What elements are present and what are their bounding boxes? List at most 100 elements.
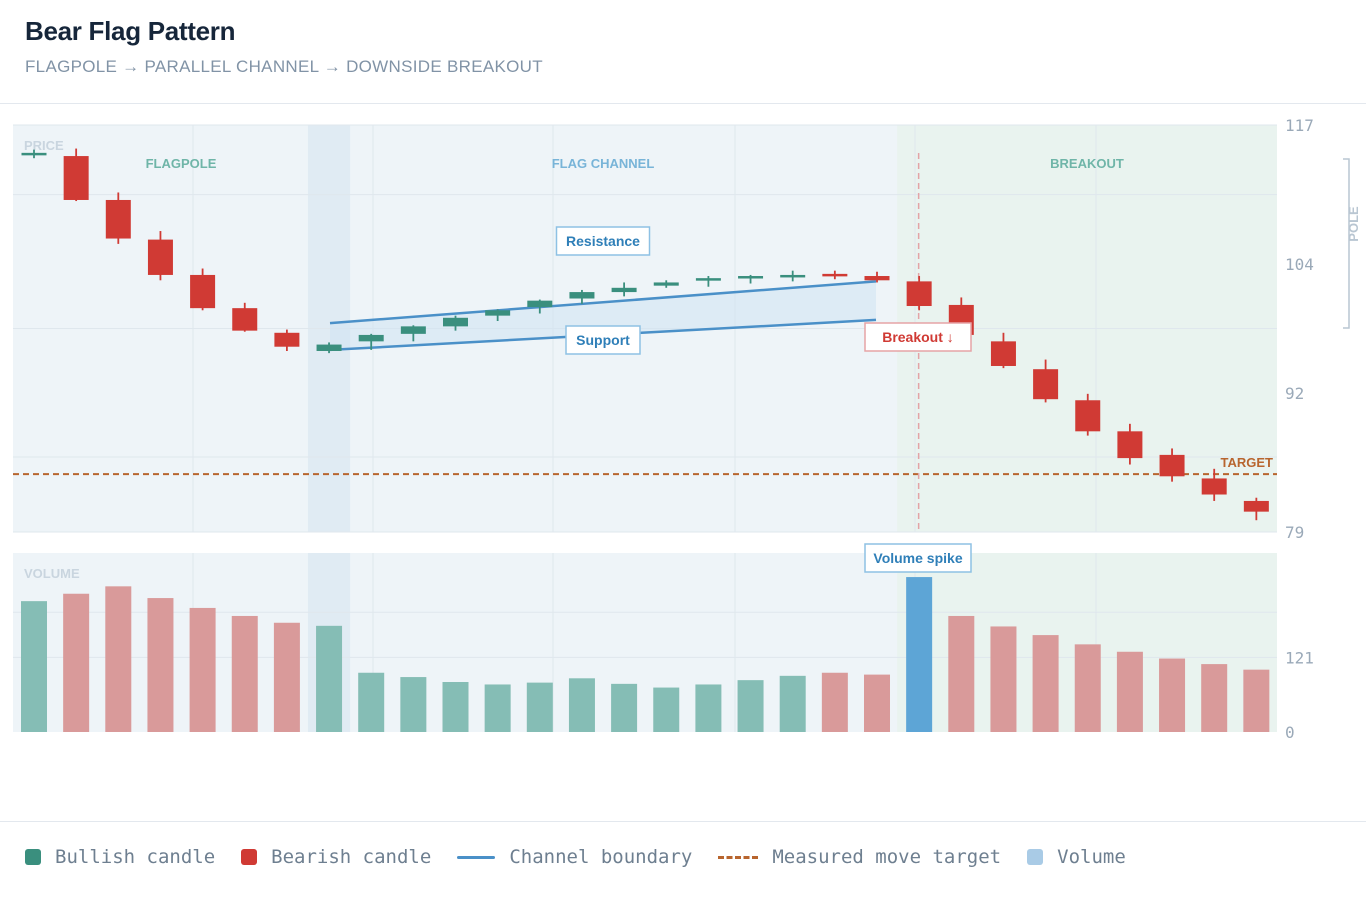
candle [63,148,89,202]
legend-label: Volume [1057,846,1126,868]
volume-bar [358,672,385,732]
volume-bar [864,674,890,732]
legend-item-channel: Channel boundary [457,846,692,868]
candle [1201,468,1227,501]
volume-bar [526,682,553,732]
candle-body [653,282,679,286]
chart-title: Bear Flag Pattern [25,16,236,46]
legend-label: Measured move target [772,846,1002,868]
candle-body [21,152,47,156]
legend-item-bearish: Bearish candle [241,846,431,868]
candle [1075,393,1101,436]
legend-item-target: Measured move target [718,846,1001,868]
volume-bar [273,622,300,732]
candle [105,192,131,244]
candle [738,274,764,284]
target-label: TARGET [1221,455,1274,470]
volume-bar [1074,644,1101,732]
resistance-callout: Resistance [555,226,651,256]
breakout-callout-text: Breakout ↓ [882,329,954,345]
candle [400,325,426,342]
target-dash-icon [718,855,759,859]
volume-bars [21,577,1270,732]
candle [990,332,1016,369]
volume-swatch-icon [1027,849,1044,865]
support-callout-box [565,325,641,355]
region-label: FLAG CHANNEL [552,156,655,171]
candle-body [527,300,553,308]
candle [190,268,216,311]
price-tick-label: 92 [1285,384,1304,403]
candle-body [190,274,216,309]
candle-body [906,281,932,307]
candle [569,289,595,304]
price-tick-label: 117 [1285,116,1314,135]
candle-body [147,239,173,275]
breakout-callout: Breakout ↓ [864,322,972,352]
candle [443,315,468,331]
candle-body [1243,500,1269,512]
volume-bar [695,684,722,732]
candle-body [780,274,806,278]
legend-item-bullish: Bullish candle [25,846,215,868]
candle [274,329,300,351]
bearish-swatch-icon [241,849,258,865]
volume-bar [779,675,806,732]
region-label: FLAGPOLE [146,156,217,171]
support-callout: Support [565,325,641,355]
volume-tick-label: 121 [1285,648,1314,667]
candle [21,149,47,159]
candle-body [611,287,637,293]
volume-bar [1243,669,1270,732]
candle-body [1075,400,1101,432]
candle-body [63,156,89,200]
candle-body [1201,478,1227,495]
volume-spike-callout-text: Volume spike [873,550,962,566]
candle-body [485,310,511,316]
volume-bar [821,672,848,732]
volume-bar [1032,635,1059,732]
candle [1033,359,1059,403]
candle-body [400,326,426,334]
candle [232,302,258,332]
candle-body [316,344,342,351]
bullish-swatch-icon [25,849,41,865]
volume-bar [231,615,258,732]
candles [21,148,1269,521]
volume-bar [105,586,132,732]
candle-body [443,317,468,327]
volume-bar [906,577,933,732]
candle-body [738,276,764,279]
candle [147,231,173,281]
candle [1117,423,1143,465]
resistance-line [329,280,877,325]
region-label: BREAKOUT [1050,156,1124,171]
support-callout-text: Support [576,332,630,348]
volume-bar [990,626,1017,732]
candle-body [105,199,131,239]
volume-bar [400,677,427,732]
pole-bracket [1343,158,1350,329]
channel-line-icon [457,855,496,859]
volume-bar [1159,658,1186,732]
candle [611,282,637,297]
volume-panel-label: VOLUME [24,566,80,581]
legend-label: Bullish candle [55,846,216,868]
volume-tick-label: 0 [1285,723,1295,742]
candle [485,309,511,322]
candle-body [990,341,1016,366]
volume-bar [1201,664,1228,732]
volume-bar [484,684,511,732]
candle-body [358,334,384,342]
candle-body [569,292,595,299]
candle [695,276,721,287]
volume-bar [189,607,216,732]
legend: Bullish candle Bearish candle Channel bo… [25,846,1152,868]
legend-label: Channel boundary [509,846,693,868]
chart-subtitle: FLAGPOLE → PARALLEL CHANNEL → DOWNSIDE B… [25,57,543,76]
resistance-callout-box [555,226,651,256]
candle [316,342,342,354]
breakout-callout-box [864,322,972,352]
candle [780,270,806,282]
